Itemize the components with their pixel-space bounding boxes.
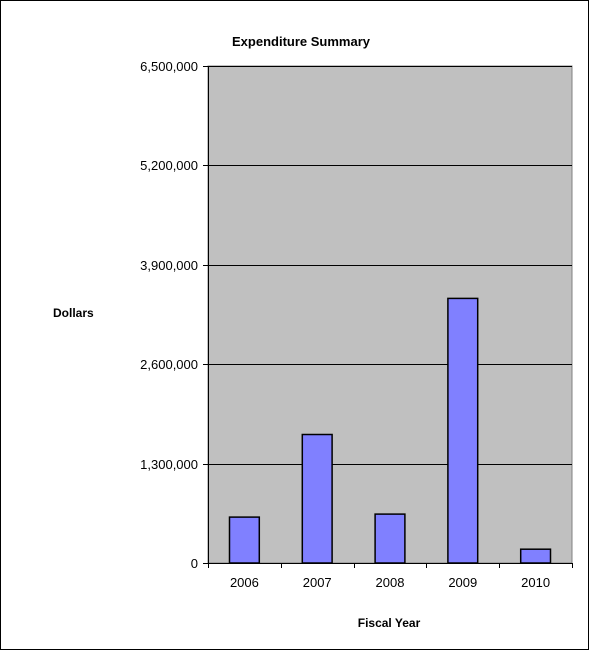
- gridlines: [208, 66, 572, 465]
- chart-title: Expenditure Summary: [232, 34, 371, 49]
- y-axis-label: Dollars: [53, 306, 94, 320]
- x-tick-label-2007: 2007: [303, 575, 332, 590]
- y-tick-label-1: 1,300,000: [140, 457, 198, 472]
- y-ticks: 0 1,300,000 2,600,000 3,900,000 5,200,000 6,5…: [140, 59, 208, 571]
- x-axis-label: Fiscal Year: [358, 616, 421, 630]
- bar-2008: [374, 513, 406, 564]
- y-tick-label-2: 2,600,000: [140, 357, 198, 372]
- bar-2009: [447, 297, 479, 564]
- x-ticks: 2006 2007 2008 2009 2010: [208, 563, 573, 590]
- bar-2006: [228, 516, 261, 564]
- bars: [228, 297, 552, 564]
- x-tick-label-2010: 2010: [521, 575, 550, 590]
- bar-2010: [519, 548, 552, 564]
- axes: [208, 66, 572, 564]
- x-tick-label-2009: 2009: [448, 575, 477, 590]
- x-tick-label-2008: 2008: [376, 575, 405, 590]
- x-tick-label-2006: 2006: [230, 575, 259, 590]
- bar-2007: [301, 433, 333, 564]
- y-tick-label-5: 6,500,000: [140, 59, 198, 74]
- plot-area: [207, 65, 573, 564]
- y-tick-label-4: 5,200,000: [140, 158, 198, 173]
- y-tick-label-0: 0: [191, 556, 198, 571]
- y-tick-label-3: 3,900,000: [140, 258, 198, 273]
